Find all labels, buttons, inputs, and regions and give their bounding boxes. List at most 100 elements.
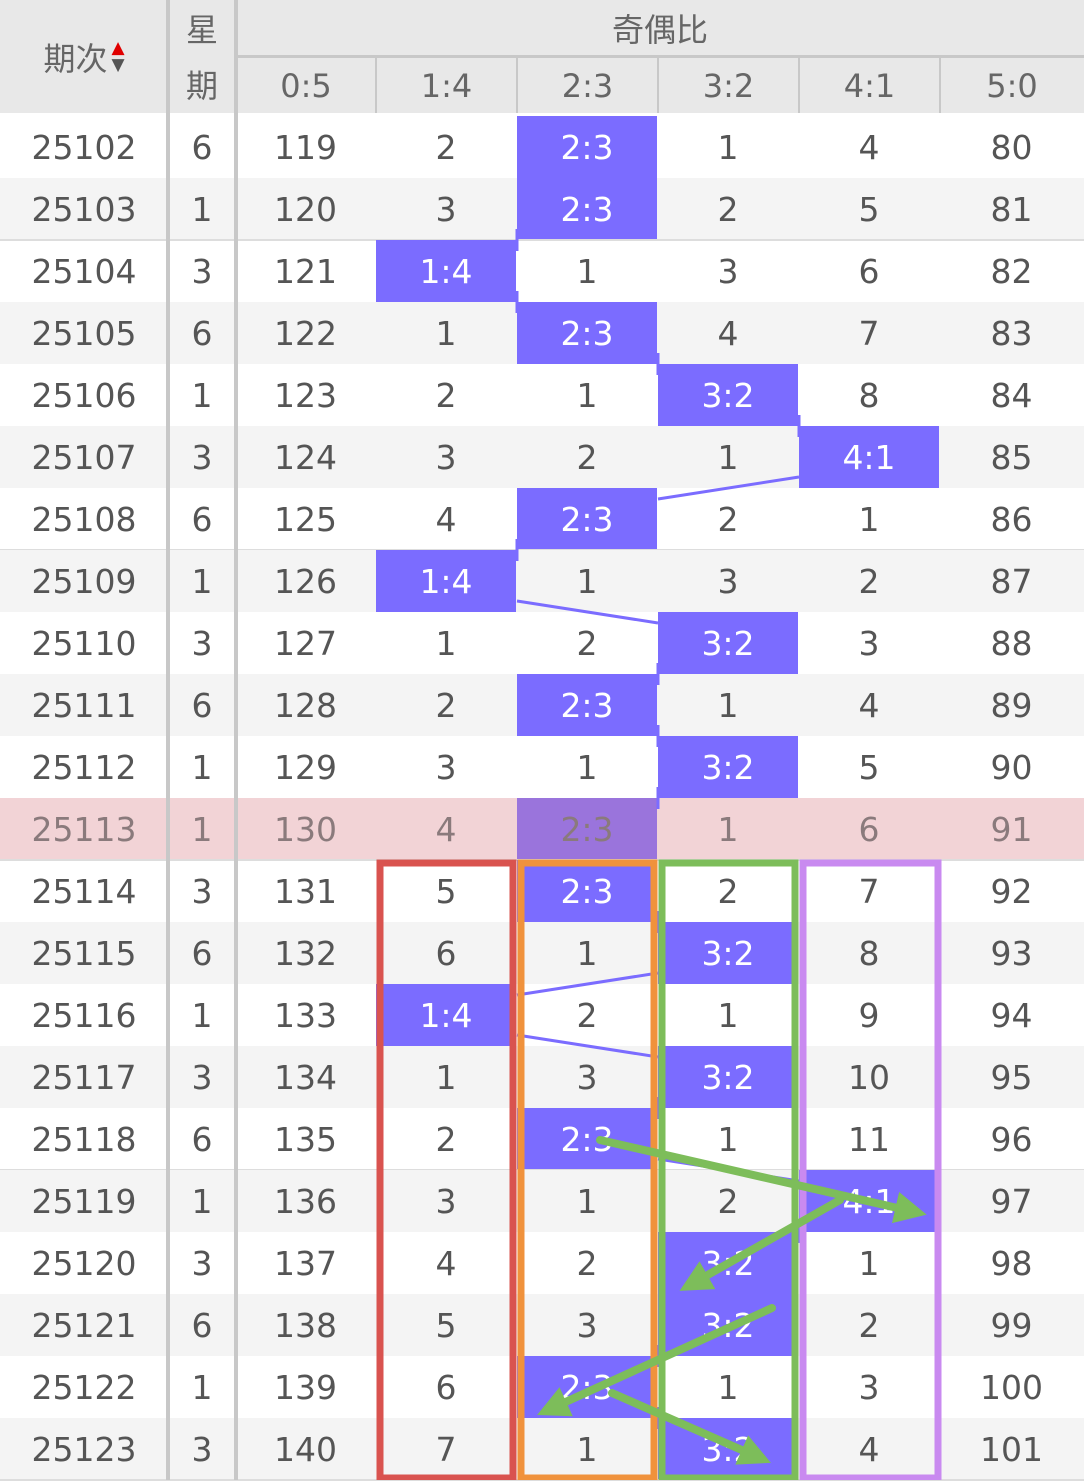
omission-cell: 1: [717, 127, 739, 167]
issue-cell: 25121: [31, 1305, 137, 1345]
omission-cell: 5: [858, 747, 880, 787]
table-row: 25105 6 122 1 2:3 4 7 83: [0, 302, 1084, 364]
omission-cell: 3: [576, 1057, 598, 1097]
omission-cell: 6: [858, 809, 880, 849]
omission-cell: 4: [717, 313, 739, 353]
omission-cell: 1: [717, 437, 739, 477]
omission-cell: 1: [717, 1367, 739, 1407]
issue-cell: 25120: [31, 1243, 137, 1283]
table-row: 25113 1 130 4 2:3 1 6 91: [0, 798, 1084, 860]
weekday-cell: 3: [191, 1057, 213, 1097]
omission-cell: 132: [274, 933, 337, 973]
omission-cell: 96: [990, 1119, 1033, 1159]
header-col-divider: [939, 58, 941, 113]
green-arrow: [596, 1136, 927, 1224]
omission-cell: 101: [980, 1429, 1043, 1469]
issue-cell: 25123: [31, 1429, 137, 1469]
omission-cell: 127: [274, 623, 337, 663]
hit-cell: 3:2: [658, 922, 798, 984]
weekday-cell: 1: [191, 1181, 213, 1221]
issue-cell: 25109: [31, 561, 137, 601]
omission-cell: 3: [435, 189, 457, 229]
omission-cell: 81: [990, 189, 1033, 229]
table-row: 25122 1 139 6 2:3 1 3 100: [0, 1356, 1084, 1418]
hit-cell: 2:3: [517, 798, 657, 860]
omission-cell: 119: [274, 127, 337, 167]
omission-cell: 2: [717, 189, 739, 229]
omission-cell: 134: [274, 1057, 337, 1097]
omission-cell: 124: [274, 437, 337, 477]
omission-cell: 80: [990, 127, 1033, 167]
header-divider: [236, 55, 1084, 58]
omission-cell: 95: [990, 1057, 1033, 1097]
hit-cell: 1:4: [376, 240, 516, 302]
issue-cell: 25118: [31, 1119, 137, 1159]
omission-cell: 1: [435, 1057, 457, 1097]
issue-cell: 25114: [31, 871, 137, 911]
weekday-cell: 1: [191, 375, 213, 415]
omission-cell: 2: [858, 1305, 880, 1345]
weekday-cell: 3: [191, 623, 213, 663]
table-row: 25106 1 123 2 1 3:2 8 84: [0, 364, 1084, 426]
omission-cell: 131: [274, 871, 337, 911]
odd-even-ratio-header: 奇偶比: [611, 11, 708, 49]
weekday-cell: 3: [191, 871, 213, 911]
weekday-cell: 3: [191, 437, 213, 477]
hit-cell: 2:3: [517, 178, 657, 240]
trend-connector: [657, 475, 800, 501]
issue-cell: 25111: [31, 685, 137, 725]
omission-cell: 6: [435, 1367, 457, 1407]
omission-cell: 1: [717, 995, 739, 1035]
weekday-cell: 6: [191, 1119, 213, 1159]
omission-cell: 123: [274, 375, 337, 415]
weekday-cell: 1: [191, 1367, 213, 1407]
omission-cell: 138: [274, 1305, 337, 1345]
weekday-cell: 1: [191, 561, 213, 601]
table-row: 25123 3 140 7 1 3:2 4 101: [0, 1418, 1084, 1480]
omission-cell: 10: [848, 1057, 890, 1097]
omission-cell: 125: [274, 499, 337, 539]
table-row: 25108 6 125 4 2:3 2 1 86: [0, 488, 1084, 550]
hit-cell: 2:3: [517, 302, 657, 364]
table-row: 25117 3 134 1 3 3:2 10 95: [0, 1046, 1084, 1108]
omission-cell: 1: [576, 561, 598, 601]
omission-cell: 5: [435, 871, 457, 911]
omission-cell: 94: [990, 995, 1033, 1035]
trend-connector: [516, 1033, 659, 1059]
omission-cell: 2: [576, 995, 598, 1035]
omission-cell: 11: [848, 1119, 890, 1159]
omission-cell: 3: [717, 251, 739, 291]
omission-cell: 4: [435, 499, 457, 539]
omission-cell: 1: [435, 313, 457, 353]
omission-cell: 98: [990, 1243, 1033, 1283]
hit-cell: 2:3: [517, 116, 657, 178]
table-row: 25112 1 129 3 1 3:2 5 90: [0, 736, 1084, 798]
hit-cell: 2:3: [517, 860, 657, 922]
omission-cell: 137: [274, 1243, 337, 1283]
hit-cell: 2:3: [517, 488, 657, 550]
omission-cell: 2: [576, 1243, 598, 1283]
weekday-header-2: 期: [185, 67, 218, 105]
highlight-box: [517, 859, 658, 1480]
weekday-cell: 6: [191, 1305, 213, 1345]
omission-cell: 1: [435, 623, 457, 663]
omission-cell: 100: [980, 1367, 1043, 1407]
weekday-header-1: 星: [185, 11, 218, 49]
hit-cell: 4:1: [799, 426, 939, 488]
omission-cell: 9: [858, 995, 880, 1035]
column-divider: [166, 0, 170, 1480]
omission-cell: 91: [990, 809, 1033, 849]
ratio-header-1-4: 1:4: [420, 66, 473, 105]
table-row: 25111 6 128 2 2:3 1 4 89: [0, 674, 1084, 736]
table-row: 25115 6 132 6 1 3:2 8 93: [0, 922, 1084, 984]
omission-cell: 1: [858, 499, 880, 539]
ratio-header-0-5: 0:5: [280, 66, 332, 105]
omission-cell: 3: [717, 561, 739, 601]
issue-cell: 25113: [31, 809, 137, 849]
sort-issue-header[interactable]: 期次 ▲ ▼: [0, 0, 168, 113]
weekday-cell: 1: [191, 747, 213, 787]
omission-cell: 2: [435, 685, 457, 725]
highlight-box: [658, 859, 799, 1480]
omission-cell: 3: [435, 1181, 457, 1221]
omission-cell: 85: [990, 437, 1033, 477]
